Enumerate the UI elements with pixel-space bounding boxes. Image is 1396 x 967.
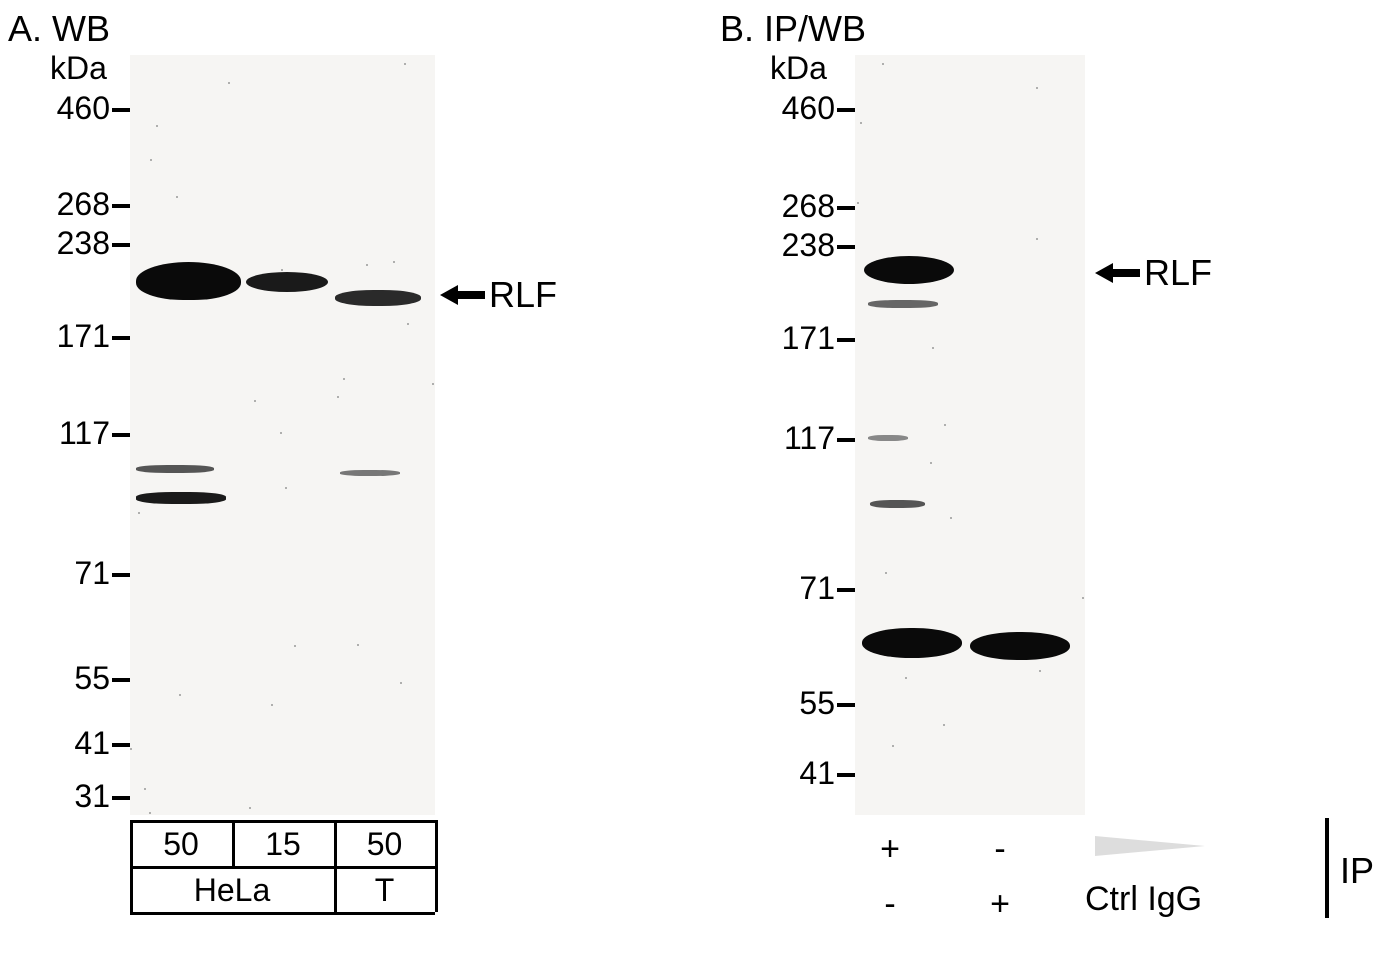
- noise-dot: [281, 269, 283, 271]
- mw-label-41: 41: [755, 755, 835, 792]
- table-vline: [232, 820, 235, 866]
- mw-tick: [112, 433, 130, 437]
- mw-label-268: 268: [30, 186, 110, 223]
- mw-tick: [112, 743, 130, 747]
- mw-tick: [112, 243, 130, 247]
- mw-label-171: 171: [30, 318, 110, 355]
- mw-label-55: 55: [30, 660, 110, 697]
- wb-band: [136, 492, 226, 504]
- mw-label-460: 460: [755, 90, 835, 127]
- mw-label-55: 55: [755, 685, 835, 722]
- mw-tick: [837, 206, 855, 210]
- mw-tick: [112, 204, 130, 208]
- wb-band: [136, 262, 241, 300]
- noise-dot: [930, 462, 932, 464]
- mw-label-71: 71: [755, 570, 835, 607]
- mw-label-460: 460: [30, 90, 110, 127]
- mw-tick: [837, 108, 855, 112]
- mw-tick: [837, 588, 855, 592]
- mw-label-238: 238: [30, 225, 110, 262]
- mw-tick: [112, 108, 130, 112]
- mw-tick: [837, 773, 855, 777]
- noise-dot: [176, 196, 178, 198]
- mw-tick: [837, 703, 855, 707]
- panel-a-blot: [130, 55, 435, 815]
- lane-load-label: 15: [258, 826, 308, 863]
- lane-sample-label: T: [334, 872, 435, 909]
- noise-dot: [343, 378, 345, 380]
- mw-tick: [837, 245, 855, 249]
- mw-tick: [112, 336, 130, 340]
- ip-bracket: [1325, 818, 1329, 918]
- mw-tick: [837, 438, 855, 442]
- mw-label-71: 71: [30, 555, 110, 592]
- noise-dot: [179, 694, 181, 696]
- mw-label-31: 31: [30, 778, 110, 815]
- ip-row2-symbol: +: [985, 885, 1015, 924]
- noise-dot: [905, 677, 907, 679]
- wb-band: [868, 300, 938, 308]
- mw-tick: [112, 573, 130, 577]
- panel-a-kda: kDa: [50, 50, 107, 87]
- mw-tick: [837, 338, 855, 342]
- table-vline: [334, 820, 337, 866]
- table-vline: [130, 820, 133, 866]
- wb-band: [340, 470, 400, 476]
- arrow-left-icon: [440, 285, 485, 305]
- wb-band: [868, 435, 908, 441]
- mw-label-171: 171: [755, 320, 835, 357]
- panel-b-title: B. IP/WB: [720, 8, 866, 50]
- mw-label-117: 117: [30, 415, 110, 452]
- noise-dot: [294, 645, 296, 647]
- wb-band: [246, 272, 328, 292]
- noise-dot: [149, 812, 151, 814]
- panel-b-kda: kDa: [770, 50, 827, 87]
- noise-dot: [337, 396, 339, 398]
- wb-band: [862, 628, 962, 658]
- ctrl-igg-label: Ctrl IgG: [1085, 880, 1235, 919]
- wb-band: [970, 632, 1070, 660]
- table-hline: [130, 820, 435, 823]
- noise-dot: [1036, 87, 1038, 89]
- wb-band: [136, 465, 214, 473]
- arrow-left-icon: [1095, 263, 1140, 283]
- gradient-wedge: [1095, 836, 1205, 856]
- panel-b-arrow-text: RLF: [1144, 252, 1212, 294]
- panel-a-arrow-text: RLF: [489, 274, 557, 316]
- noise-dot: [228, 82, 230, 84]
- panel-a-title: A. WB: [8, 8, 110, 50]
- wb-band: [870, 500, 925, 508]
- ip-row1-symbol: -: [985, 830, 1015, 869]
- table-hline: [130, 866, 435, 869]
- noise-dot: [366, 264, 368, 266]
- lane-sample-label: HeLa: [130, 872, 334, 909]
- table-hline: [130, 912, 435, 915]
- noise-dot: [130, 748, 132, 750]
- noise-dot: [432, 383, 434, 385]
- noise-dot: [254, 400, 256, 402]
- wb-band: [864, 256, 954, 284]
- panel-b-arrow-rlf: RLF: [1095, 252, 1212, 294]
- lane-load-label: 50: [360, 826, 410, 863]
- ip-row2-symbol: -: [875, 885, 905, 924]
- ip-row1-symbol: +: [875, 830, 905, 869]
- noise-dot: [285, 487, 287, 489]
- noise-dot: [400, 682, 402, 684]
- ip-label: IP: [1340, 850, 1374, 892]
- panel-a-arrow-rlf: RLF: [440, 274, 557, 316]
- mw-label-238: 238: [755, 227, 835, 264]
- noise-dot: [156, 125, 158, 127]
- lane-load-label: 50: [156, 826, 206, 863]
- mw-label-117: 117: [755, 420, 835, 457]
- mw-label-41: 41: [30, 725, 110, 762]
- table-vline: [435, 820, 438, 866]
- mw-tick: [112, 678, 130, 682]
- mw-label-268: 268: [755, 188, 835, 225]
- wb-band: [335, 290, 421, 306]
- mw-tick: [112, 796, 130, 800]
- table-vline: [435, 866, 438, 912]
